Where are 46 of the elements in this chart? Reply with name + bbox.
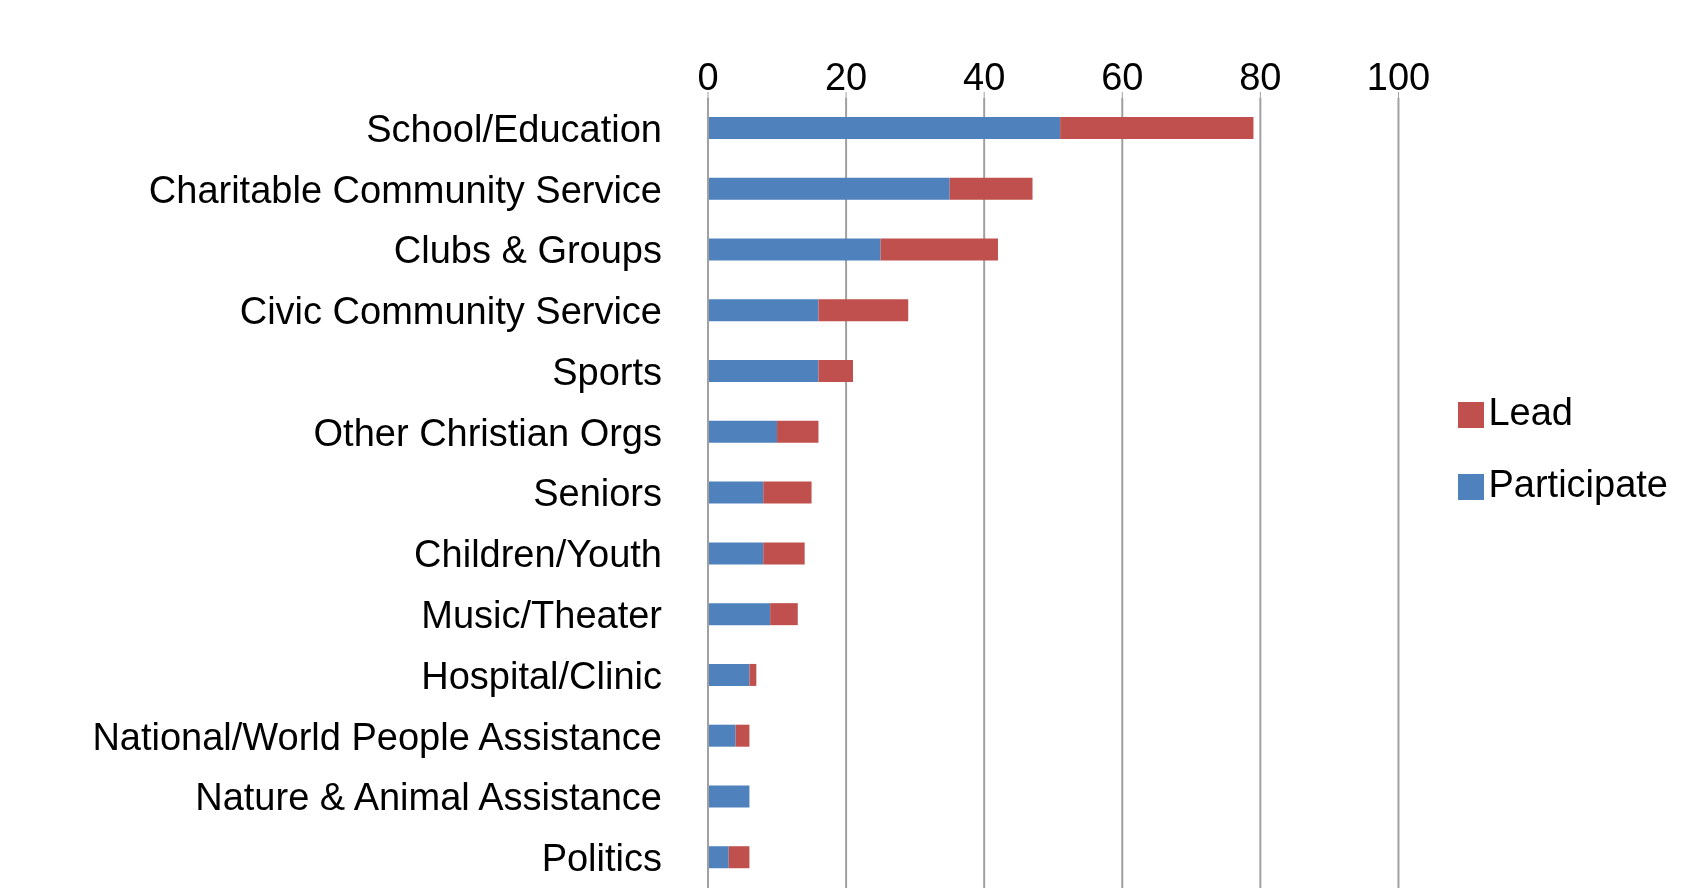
bar [708,238,881,261]
legend-label: Participate [1488,463,1668,505]
y-tick-label: Other Christian Orgs [313,411,662,454]
bar [770,603,798,626]
bar [708,542,764,565]
bar [708,481,764,504]
bar [818,299,909,322]
bar [1060,117,1254,139]
bar [728,846,750,869]
bar [777,420,819,443]
bar [708,177,950,200]
y-tick-label: Children/Youth [414,533,662,576]
x-tick-label: 80 [1239,56,1282,98]
y-tick-label: Politics [541,837,662,880]
bar [708,846,729,869]
x-tick-label: 100 [1366,56,1431,98]
y-tick-label: Nature & Animal Assistance [195,776,662,819]
x-tick-label: 20 [824,56,868,98]
y-tick-label: Charitable Community Service [148,168,662,211]
bar [708,785,750,808]
y-tick-label: National/World People Assistance [92,715,662,758]
x-tick-label: 0 [697,56,719,98]
bar [818,360,853,383]
bar [708,117,1061,139]
bar [749,663,757,686]
bar [763,542,805,565]
y-tick-label: School/Education [366,107,662,150]
bar [735,724,750,747]
bar [708,360,819,383]
bar [949,177,1033,200]
bar [880,238,998,261]
y-tick-label: Sports [552,350,662,393]
y-tick-label: Clubs & Groups [393,229,662,272]
y-tick-label: Hospital/Clinic [421,654,662,697]
bar [708,299,819,322]
x-tick-label: 40 [963,56,1006,98]
bar [708,724,736,747]
bar [708,420,778,443]
x-tick-label: 60 [1101,56,1144,98]
legend-label: Lead [1488,391,1573,433]
bar [708,663,750,686]
bar [708,603,771,626]
bar [763,481,812,504]
y-tick-label: Civic Community Service [239,290,662,333]
y-tick-label: Music/Theater [421,594,663,637]
y-tick-label: Seniors [533,472,662,515]
